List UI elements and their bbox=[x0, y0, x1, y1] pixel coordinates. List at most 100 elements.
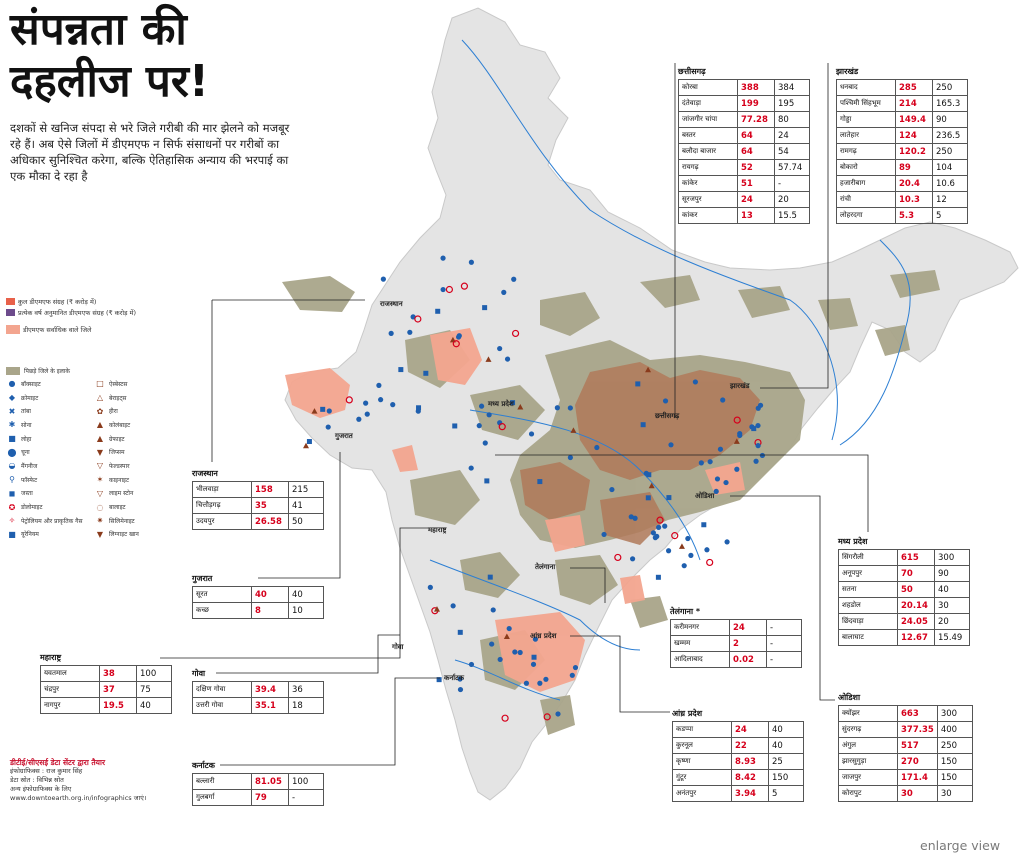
district-name: उदयपुर bbox=[192, 513, 252, 530]
table-row: चंद्रपुर 37 75 bbox=[40, 681, 172, 698]
mineral-marker bbox=[645, 495, 651, 501]
map-label-chhattisgarh: छत्तीसगढ़ bbox=[655, 412, 680, 420]
mineral-marker bbox=[460, 282, 469, 290]
total-dmf-value: 26.58 bbox=[251, 513, 289, 530]
table-row: सुंदरगढ़ 377.35 400 bbox=[838, 721, 973, 738]
annual-dmf-value: 10.6 bbox=[932, 175, 968, 192]
legend-backward: पिछड़े जिले के इलाके bbox=[6, 364, 181, 377]
mineral-marker bbox=[635, 381, 641, 387]
mineral-marker bbox=[688, 552, 694, 558]
table-row: जाजपुर 171.4 150 bbox=[838, 769, 973, 786]
total-dmf-value: 35.1 bbox=[251, 697, 289, 714]
mineral-legend-item: ✶ काइनाइट bbox=[94, 473, 182, 487]
mineral-marker bbox=[497, 345, 503, 352]
table-title: गुजरात bbox=[192, 574, 213, 583]
enlarge-view-link[interactable]: enlarge view bbox=[920, 838, 1001, 853]
mineral-icon: ◌ bbox=[96, 502, 104, 512]
mineral-marker bbox=[479, 403, 485, 409]
mineral-marker bbox=[468, 465, 474, 471]
annual-dmf-value: 15.5 bbox=[774, 207, 810, 224]
total-dmf-value: 2 bbox=[729, 635, 767, 652]
mineral-label: फेल्डस्पार bbox=[109, 462, 130, 470]
total-dmf-value: 20.14 bbox=[897, 597, 935, 614]
table-rajasthan: राजस्थान भीलवाड़ा 158 215 चित्तौड़गढ़ 35 41 उदय… bbox=[192, 468, 324, 530]
table-row: कुरनूल 22 40 bbox=[672, 737, 804, 754]
mineral-label: ग्रेफाइट bbox=[109, 435, 125, 443]
mineral-marker bbox=[435, 308, 441, 314]
table-title: कर्नाटक bbox=[192, 761, 215, 770]
table-row: सिंगरौली 615 300 bbox=[838, 549, 970, 566]
mineral-marker bbox=[724, 539, 730, 545]
table-goa: गोवा दक्षिण गोवा 39.4 36 उत्तरी गोवा 35.1 18 bbox=[192, 668, 324, 714]
total-dmf-value: 24 bbox=[737, 191, 775, 208]
mineral-marker bbox=[506, 625, 512, 632]
legend-label: कुल डीएमएफ संग्रह (₹ करोड़ में) bbox=[18, 298, 97, 306]
mineral-marker bbox=[503, 633, 510, 639]
mineral-icon: ◒ bbox=[8, 461, 16, 471]
mineral-marker bbox=[628, 514, 634, 520]
annual-dmf-value: 100 bbox=[136, 665, 172, 682]
mineral-icon: ◼ bbox=[8, 488, 16, 498]
mineral-marker bbox=[753, 458, 759, 464]
total-dmf-value: 64 bbox=[737, 127, 775, 144]
mineral-marker bbox=[504, 356, 511, 362]
annual-dmf-value: 24 bbox=[774, 127, 810, 144]
table-row: सूरजपुर 24 20 bbox=[678, 191, 810, 208]
credit-line-4: अन्य इंफोग्राफिक्स के लिए www.downtoeart… bbox=[10, 785, 147, 802]
mineral-legend-item: ◒ मैंगनीज bbox=[6, 459, 94, 473]
total-dmf-value: 149.4 bbox=[895, 111, 933, 128]
district-name: हजारीबाग bbox=[836, 175, 896, 192]
mineral-label: पेट्रोलियम और प्राकृतिक गैस bbox=[21, 517, 83, 525]
mineral-marker bbox=[734, 466, 740, 472]
swatch-icon bbox=[6, 325, 20, 334]
mineral-marker bbox=[501, 289, 507, 295]
dmf-table: यवतमाल 38 100 चंद्रपुर 37 75 नागपुर 19.5 40 bbox=[40, 665, 172, 714]
mineral-marker bbox=[707, 459, 713, 465]
mineral-marker bbox=[714, 476, 721, 482]
mineral-label: यूरेनियम bbox=[21, 531, 39, 539]
total-dmf-value: 8 bbox=[251, 602, 289, 619]
district-name: उत्तरी गोवा bbox=[192, 697, 252, 714]
annual-dmf-value: - bbox=[774, 175, 810, 192]
mineral-marker bbox=[671, 532, 679, 540]
mineral-label: बॉक्साइट bbox=[21, 380, 41, 388]
map-label-karnataka: कर्नाटक bbox=[444, 674, 464, 682]
mineral-marker bbox=[497, 656, 503, 663]
map-label-rajasthan: राजस्थान bbox=[380, 300, 403, 308]
mineral-marker bbox=[485, 356, 492, 362]
mineral-legend-item: ⬤ चूना bbox=[6, 445, 94, 459]
mineral-marker bbox=[656, 516, 664, 524]
mineral-marker bbox=[306, 439, 312, 445]
mineral-icon: ✷ bbox=[96, 516, 104, 526]
total-dmf-value: 3.94 bbox=[731, 785, 769, 802]
total-dmf-value: 24 bbox=[729, 619, 767, 636]
total-dmf-value: 38 bbox=[99, 665, 137, 682]
mineral-marker bbox=[326, 408, 332, 414]
total-dmf-value: 89 bbox=[895, 159, 933, 176]
mineral-marker bbox=[543, 676, 549, 682]
table-row: सूरत 40 40 bbox=[192, 586, 324, 603]
annual-dmf-value: 90 bbox=[934, 565, 970, 582]
table-title: राजस्थान bbox=[192, 469, 218, 478]
mineral-marker bbox=[445, 285, 454, 294]
mineral-legend-item: ✧ पेट्रोलियम और प्राकृतिक गैस bbox=[6, 514, 94, 528]
mineral-marker bbox=[656, 524, 662, 530]
annual-dmf-value: 150 bbox=[936, 769, 973, 786]
mineral-marker bbox=[757, 402, 764, 408]
mineral-marker bbox=[487, 574, 493, 580]
total-dmf-value: 37 bbox=[99, 681, 137, 698]
mineral-marker bbox=[376, 382, 382, 388]
district-name: सिंगरौली bbox=[838, 549, 898, 566]
annual-dmf-value: 50 bbox=[288, 513, 324, 530]
district-name: कोरापुट bbox=[838, 785, 898, 802]
mineral-marker bbox=[572, 664, 579, 671]
district-name: चित्तौड़गढ़ bbox=[192, 497, 252, 514]
district-name: लोहरदगा bbox=[836, 207, 896, 224]
mineral-marker bbox=[594, 444, 600, 451]
mineral-label: सोना bbox=[21, 421, 32, 429]
total-dmf-value: 214 bbox=[895, 95, 933, 112]
total-dmf-value: 120.2 bbox=[895, 143, 933, 160]
annual-dmf-value: 20 bbox=[774, 191, 810, 208]
swatch-icon bbox=[6, 298, 15, 305]
total-dmf-value: 40 bbox=[251, 586, 289, 603]
